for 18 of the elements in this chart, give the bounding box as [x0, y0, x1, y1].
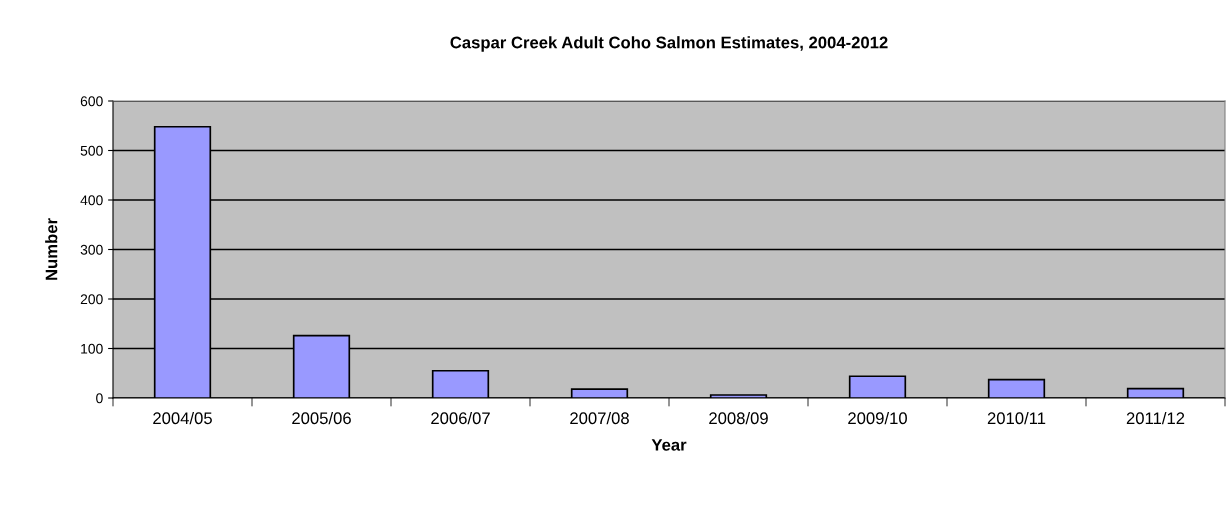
x-tick-label: 2007/08: [570, 411, 629, 425]
y-axis-title: Number: [45, 218, 58, 280]
y-tick-label: 200: [80, 294, 103, 305]
y-tick-label: 400: [80, 195, 103, 206]
x-tick-label: 2009/10: [848, 411, 907, 425]
x-axis-title: Year: [651, 439, 687, 451]
x-tick-label: 2004/05: [153, 411, 212, 425]
x-tick-label: 2005/06: [292, 411, 351, 425]
x-tick-label: 2008/09: [709, 411, 768, 425]
y-tick-label: 500: [80, 145, 103, 156]
x-tick-label: 2011/12: [1126, 411, 1185, 425]
y-tick-label: 300: [80, 244, 103, 255]
chart-title: Caspar Creek Adult Coho Salmon Estimates, 2004-2012: [450, 36, 888, 52]
x-tick-label: 2006/07: [431, 411, 490, 425]
y-tick-label: 600: [80, 96, 103, 107]
x-tick-label: 2010/11: [987, 411, 1046, 425]
y-tick-label: 100: [81, 343, 103, 354]
y-tick-label: 0: [96, 393, 103, 404]
